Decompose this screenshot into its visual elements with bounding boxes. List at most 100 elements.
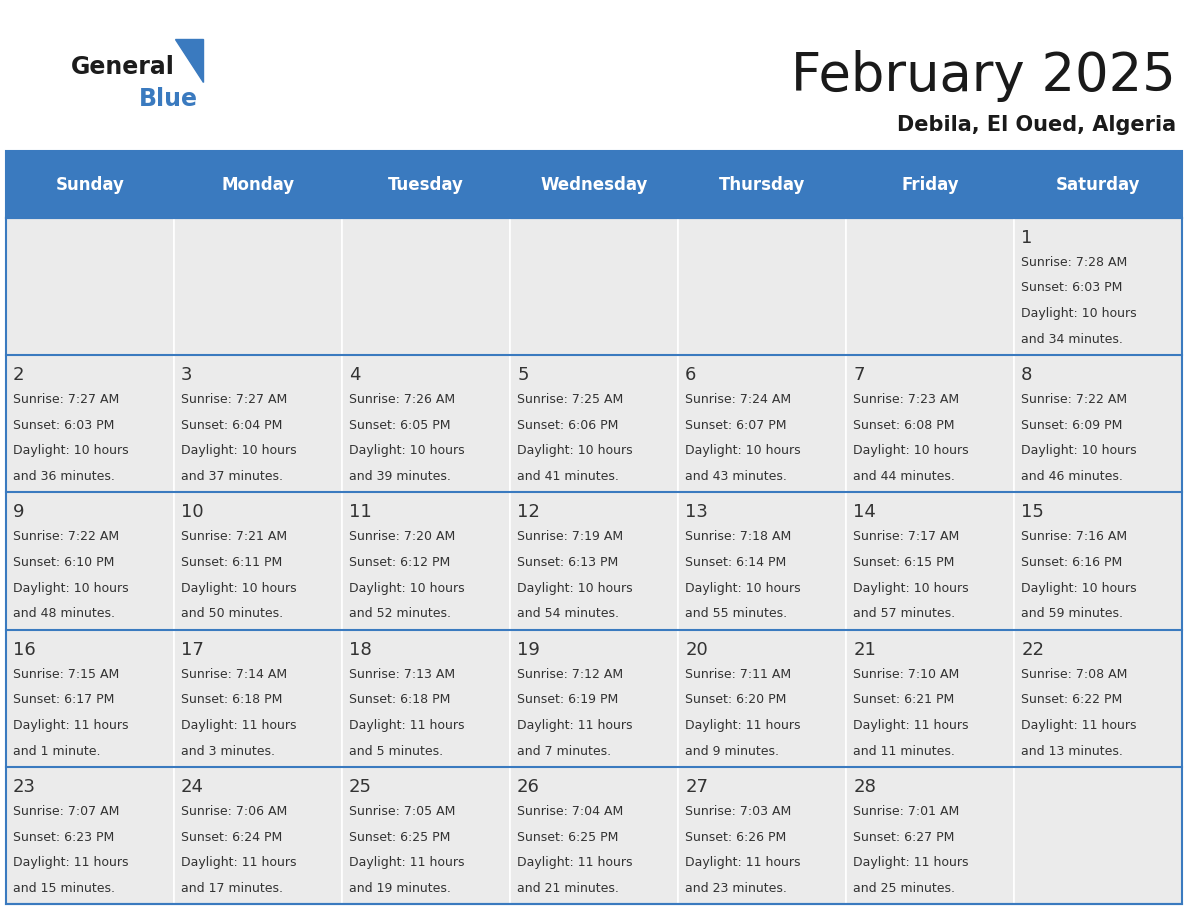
Text: Sunrise: 7:28 AM: Sunrise: 7:28 AM (1022, 255, 1127, 269)
Text: Sunrise: 7:24 AM: Sunrise: 7:24 AM (685, 393, 791, 406)
Text: and 36 minutes.: and 36 minutes. (13, 470, 115, 483)
Text: Daylight: 11 hours: Daylight: 11 hours (517, 856, 633, 869)
Text: Sunrise: 7:17 AM: Sunrise: 7:17 AM (853, 531, 960, 543)
Text: Sunset: 6:03 PM: Sunset: 6:03 PM (13, 419, 114, 431)
Text: Sunrise: 7:27 AM: Sunrise: 7:27 AM (181, 393, 287, 406)
Text: Daylight: 11 hours: Daylight: 11 hours (685, 719, 801, 732)
Text: Sunrise: 7:08 AM: Sunrise: 7:08 AM (1022, 667, 1127, 680)
Text: and 37 minutes.: and 37 minutes. (181, 470, 283, 483)
Text: Sunrise: 7:22 AM: Sunrise: 7:22 AM (13, 531, 119, 543)
Text: and 13 minutes.: and 13 minutes. (1022, 744, 1123, 757)
Text: and 54 minutes.: and 54 minutes. (517, 608, 619, 621)
Text: General: General (71, 55, 175, 79)
Text: Sunrise: 7:23 AM: Sunrise: 7:23 AM (853, 393, 959, 406)
Text: Blue: Blue (139, 87, 198, 111)
Text: and 43 minutes.: and 43 minutes. (685, 470, 786, 483)
Text: 25: 25 (349, 778, 372, 796)
Bar (6, 218, 173, 355)
Text: Daylight: 11 hours: Daylight: 11 hours (685, 856, 801, 869)
Text: and 23 minutes.: and 23 minutes. (685, 882, 786, 895)
Text: Sunset: 6:10 PM: Sunset: 6:10 PM (13, 556, 114, 569)
Text: and 55 minutes.: and 55 minutes. (685, 608, 788, 621)
Text: Sunset: 6:16 PM: Sunset: 6:16 PM (1022, 556, 1123, 569)
Bar (1015, 767, 1182, 904)
Text: 14: 14 (853, 503, 876, 521)
Text: Daylight: 11 hours: Daylight: 11 hours (13, 719, 128, 732)
Text: Sunset: 6:19 PM: Sunset: 6:19 PM (517, 693, 619, 706)
Text: Sunset: 6:15 PM: Sunset: 6:15 PM (853, 556, 954, 569)
Text: 24: 24 (181, 778, 204, 796)
Text: Sunset: 6:21 PM: Sunset: 6:21 PM (853, 693, 954, 706)
Text: and 50 minutes.: and 50 minutes. (181, 608, 283, 621)
Text: Sunrise: 7:14 AM: Sunrise: 7:14 AM (181, 667, 287, 680)
Bar (342, 355, 510, 492)
Text: Sunset: 6:04 PM: Sunset: 6:04 PM (181, 419, 283, 431)
Text: Daylight: 11 hours: Daylight: 11 hours (181, 856, 297, 869)
Bar (510, 492, 678, 630)
Text: 17: 17 (181, 641, 204, 658)
Text: and 3 minutes.: and 3 minutes. (181, 744, 276, 757)
Text: Daylight: 10 hours: Daylight: 10 hours (685, 444, 801, 457)
Text: Sunset: 6:14 PM: Sunset: 6:14 PM (685, 556, 786, 569)
Text: Daylight: 10 hours: Daylight: 10 hours (13, 582, 128, 595)
Text: and 9 minutes.: and 9 minutes. (685, 744, 779, 757)
Text: and 1 minute.: and 1 minute. (13, 744, 101, 757)
Bar (173, 218, 342, 355)
Bar (342, 218, 510, 355)
Text: Sunrise: 7:07 AM: Sunrise: 7:07 AM (13, 805, 120, 818)
Text: and 11 minutes.: and 11 minutes. (853, 744, 955, 757)
Text: Daylight: 11 hours: Daylight: 11 hours (13, 856, 128, 869)
Bar (846, 218, 1015, 355)
Text: and 57 minutes.: and 57 minutes. (853, 608, 955, 621)
Text: Daylight: 10 hours: Daylight: 10 hours (181, 444, 297, 457)
Text: Saturday: Saturday (1056, 175, 1140, 194)
Text: and 15 minutes.: and 15 minutes. (13, 882, 115, 895)
Text: Sunset: 6:13 PM: Sunset: 6:13 PM (517, 556, 619, 569)
Bar (342, 492, 510, 630)
Text: Daylight: 10 hours: Daylight: 10 hours (1022, 307, 1137, 320)
Text: 19: 19 (517, 641, 541, 658)
Text: Sunrise: 7:06 AM: Sunrise: 7:06 AM (181, 805, 287, 818)
Text: Sunset: 6:27 PM: Sunset: 6:27 PM (853, 831, 954, 844)
Text: Daylight: 10 hours: Daylight: 10 hours (13, 444, 128, 457)
Text: Sunrise: 7:26 AM: Sunrise: 7:26 AM (349, 393, 455, 406)
Bar (173, 492, 342, 630)
Text: Daylight: 11 hours: Daylight: 11 hours (181, 719, 297, 732)
Text: Daylight: 10 hours: Daylight: 10 hours (181, 582, 297, 595)
Text: and 41 minutes.: and 41 minutes. (517, 470, 619, 483)
Text: 20: 20 (685, 641, 708, 658)
Bar (173, 355, 342, 492)
Text: Sunrise: 7:27 AM: Sunrise: 7:27 AM (13, 393, 119, 406)
Text: 1: 1 (1022, 229, 1032, 247)
Text: and 19 minutes.: and 19 minutes. (349, 882, 451, 895)
Bar (678, 218, 846, 355)
Text: 4: 4 (349, 366, 361, 384)
Text: Sunset: 6:03 PM: Sunset: 6:03 PM (1022, 281, 1123, 295)
Text: Sunset: 6:17 PM: Sunset: 6:17 PM (13, 693, 114, 706)
Bar (678, 355, 846, 492)
Text: 5: 5 (517, 366, 529, 384)
Bar (510, 767, 678, 904)
Text: 10: 10 (181, 503, 203, 521)
Text: Sunrise: 7:12 AM: Sunrise: 7:12 AM (517, 667, 624, 680)
Bar (846, 767, 1015, 904)
Text: Sunset: 6:18 PM: Sunset: 6:18 PM (181, 693, 283, 706)
Text: Sunset: 6:18 PM: Sunset: 6:18 PM (349, 693, 450, 706)
Text: Sunrise: 7:05 AM: Sunrise: 7:05 AM (349, 805, 455, 818)
Text: Daylight: 10 hours: Daylight: 10 hours (517, 582, 633, 595)
Text: Sunrise: 7:01 AM: Sunrise: 7:01 AM (853, 805, 960, 818)
Text: Sunrise: 7:03 AM: Sunrise: 7:03 AM (685, 805, 791, 818)
Text: Debila, El Oued, Algeria: Debila, El Oued, Algeria (897, 115, 1176, 135)
Text: Daylight: 11 hours: Daylight: 11 hours (349, 856, 465, 869)
Bar (1015, 355, 1182, 492)
Text: Wednesday: Wednesday (541, 175, 647, 194)
Bar (846, 630, 1015, 767)
Bar (678, 630, 846, 767)
Text: Daylight: 10 hours: Daylight: 10 hours (853, 444, 968, 457)
Text: Daylight: 10 hours: Daylight: 10 hours (349, 582, 465, 595)
Text: Sunset: 6:23 PM: Sunset: 6:23 PM (13, 831, 114, 844)
Bar (846, 492, 1015, 630)
Bar (173, 630, 342, 767)
Text: and 7 minutes.: and 7 minutes. (517, 744, 612, 757)
Text: 27: 27 (685, 778, 708, 796)
